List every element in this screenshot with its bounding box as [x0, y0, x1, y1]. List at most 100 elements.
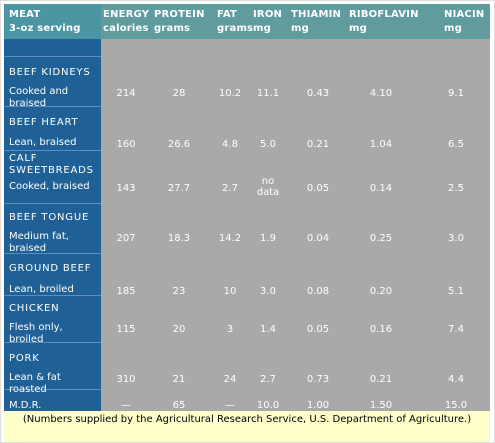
column-unit: grams [154, 23, 191, 34]
column-unit: mg [349, 23, 367, 34]
table-cell: 1.9 [260, 233, 276, 244]
table-cell: 160 [116, 139, 136, 150]
category-label: PORK [9, 353, 40, 364]
table-cell: 0.20 [369, 286, 393, 297]
category-label: BEEF TONGUE [9, 212, 90, 223]
table-cell: 3.0 [260, 286, 276, 297]
table-cell: 0.04 [306, 233, 330, 244]
table-cell: 0.16 [369, 324, 393, 335]
table-cell: 0.05 [306, 183, 330, 194]
row-divider [4, 342, 101, 343]
column-unit: mg [444, 23, 462, 34]
mdr-cell: 1.50 [369, 400, 393, 411]
table-cell: 214 [116, 88, 136, 99]
label-column [4, 4, 101, 411]
table-cell: 20 [172, 324, 186, 335]
table-cell: 115 [116, 324, 136, 335]
row-label: Lean, braised [9, 137, 77, 148]
mdr-strip [101, 400, 490, 411]
table-cell: 1.04 [369, 139, 393, 150]
table-cell: 0.05 [306, 324, 330, 335]
table-cell: 2.5 [448, 183, 464, 194]
table-cell: 21 [172, 374, 186, 385]
table-cell: 5.1 [448, 286, 464, 297]
data-panel [101, 4, 490, 411]
row-label: Medium fat, braised [9, 231, 69, 254]
header-right-band [101, 4, 490, 39]
table-cell: 26.6 [167, 139, 191, 150]
row-divider [4, 295, 101, 296]
table-cell: 4.10 [369, 88, 393, 99]
column-header: FAT [217, 9, 238, 20]
column-header: PROTEIN [154, 9, 205, 20]
table-cell: 4.4 [448, 374, 464, 385]
table-cell: 6.5 [448, 139, 464, 150]
row-label: Lean & fat roasted [9, 372, 61, 395]
table-cell: 2.7 [260, 374, 276, 385]
row-label: Cooked, braised [9, 181, 90, 192]
table-cell: 0.25 [369, 233, 393, 244]
column-header: ENERGY [103, 9, 150, 20]
table-cell: 0.08 [306, 286, 330, 297]
category-label: GROUND BEEF [9, 263, 92, 274]
table-cell: 9.1 [448, 88, 464, 99]
column-unit: mg [291, 23, 309, 34]
row-divider [4, 203, 101, 204]
row-divider [4, 150, 101, 151]
table-cell: 185 [116, 286, 136, 297]
column-unit: mg [253, 23, 271, 34]
table-cell: 14.2 [218, 233, 242, 244]
table-cell: 5.0 [260, 139, 276, 150]
category-label: BEEF KIDNEYS [9, 67, 91, 78]
table-cell: 28 [172, 88, 186, 99]
table-cell: 3.0 [448, 233, 464, 244]
table-cell: 10.2 [218, 88, 242, 99]
table-cell: 207 [116, 233, 136, 244]
mdr-cell: 10.0 [256, 400, 280, 411]
table-cell: 18.3 [167, 233, 191, 244]
mdr-cell: 65 [172, 400, 186, 411]
table-cell: 10 [223, 286, 237, 297]
table-cell: 24 [223, 374, 237, 385]
table-cell: 7.4 [448, 324, 464, 335]
footnote: (Numbers supplied by the Agricultural Re… [4, 411, 490, 442]
table-cell: 0.14 [369, 183, 393, 194]
table-cell: 27.7 [167, 183, 191, 194]
category-label: CALF SWEETBREADS [9, 153, 94, 176]
mdr-cell: — [121, 400, 131, 411]
column-unit: 3-oz serving [9, 23, 81, 34]
table-cell: no data [256, 176, 280, 198]
row-divider [4, 56, 101, 57]
row-divider [4, 389, 101, 390]
table-cell: 0.21 [369, 374, 393, 385]
table-cell: 0.21 [306, 139, 330, 150]
table-cell: 310 [116, 374, 136, 385]
table-cell: 0.43 [306, 88, 330, 99]
column-header: THIAMIN [291, 9, 342, 20]
row-divider [4, 106, 101, 107]
mdr-label: M.D.R. [9, 400, 42, 411]
row-label: Lean, broiled [9, 284, 74, 295]
category-label: CHICKEN [9, 303, 60, 314]
row-label: Cooked and braised [9, 86, 69, 109]
category-label: BEEF HEART [9, 117, 79, 128]
table-cell: 2.7 [222, 183, 238, 194]
table-cell: 1.4 [260, 324, 276, 335]
column-header: NIACIN [444, 9, 485, 20]
column-header: IRON [253, 9, 283, 20]
table-cell: 3 [226, 324, 234, 335]
row-divider [4, 253, 101, 254]
table-cell: 4.8 [222, 139, 238, 150]
table-cell: 0.73 [306, 374, 330, 385]
table-cell: 23 [172, 286, 186, 297]
mdr-cell: 1.00 [306, 400, 330, 411]
header-left-band [4, 4, 101, 39]
column-unit: calories [103, 23, 149, 34]
column-header: RIBOFLAVIN [349, 9, 419, 20]
column-unit: grams [217, 23, 254, 34]
table-cell: 11.1 [256, 88, 280, 99]
mdr-cell: 15.0 [444, 400, 468, 411]
column-header: MEAT [9, 9, 41, 20]
row-label: Flesh only, broiled [9, 322, 63, 345]
table-cell: 143 [116, 183, 136, 194]
